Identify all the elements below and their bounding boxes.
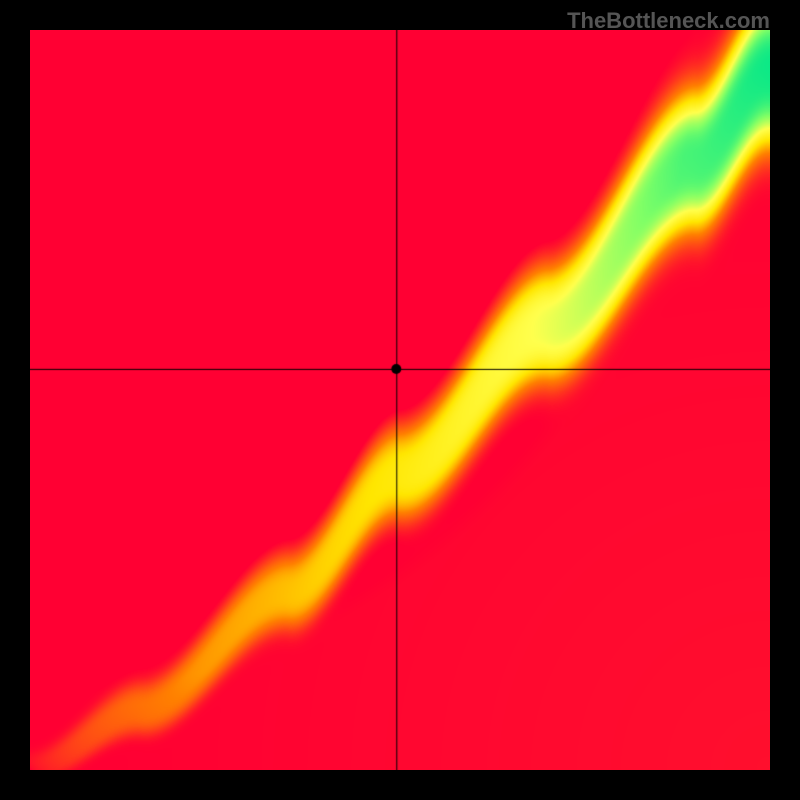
- heatmap-canvas: [30, 30, 770, 770]
- watermark-text: TheBottleneck.com: [567, 8, 770, 34]
- bottleneck-heatmap: [30, 30, 770, 770]
